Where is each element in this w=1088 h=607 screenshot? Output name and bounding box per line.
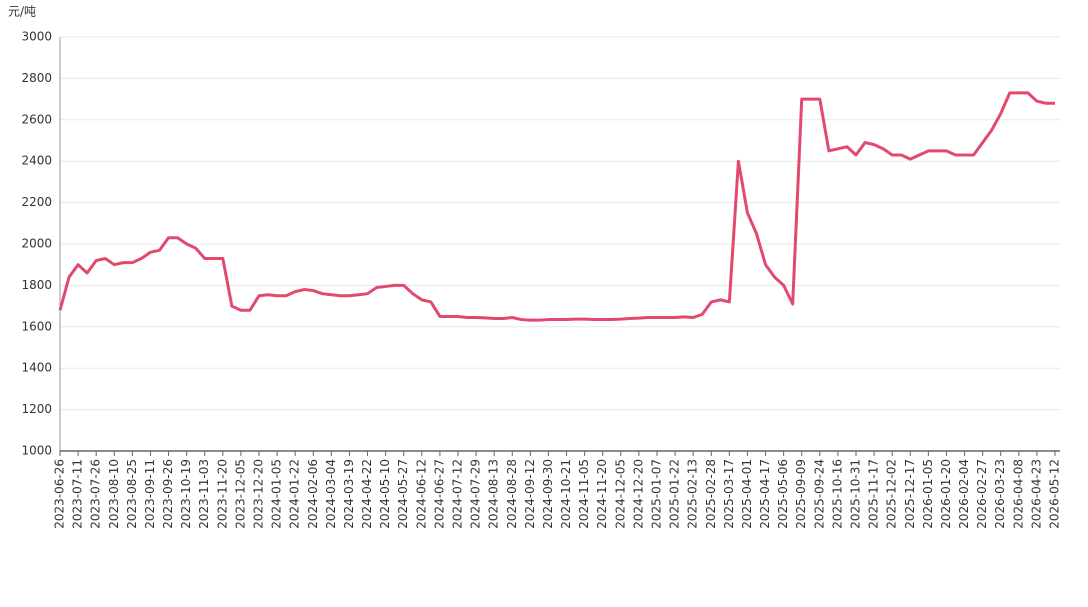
x-tick-label: 2026-01-05 [921,459,935,529]
x-tick-label: 2023-07-11 [71,459,85,529]
x-tick-label: 2024-11-20 [595,459,609,529]
y-tick-label: 1000 [21,444,52,458]
x-tick-label: 2025-10-16 [830,459,844,529]
x-tick-label: 2025-11-17 [867,459,881,529]
x-tick-label: 2023-06-26 [53,459,67,529]
x-tick-label: 2025-09-24 [812,459,826,529]
y-tick-label: 2200 [21,195,52,209]
y-tick-label: 2400 [21,154,52,168]
x-tick-label: 2024-05-10 [378,459,392,529]
x-tick-label: 2024-12-05 [613,459,627,529]
x-tick-label: 2024-10-21 [559,459,573,529]
y-tick-label: 3000 [21,30,52,44]
x-tick-label: 2024-05-27 [396,459,410,529]
x-tick-label: 2026-04-08 [1011,459,1025,529]
y-tick-label: 1200 [21,402,52,416]
x-tick-label: 2026-03-23 [993,459,1007,529]
data-line [58,91,1055,322]
x-tick-label: 2024-04-22 [360,459,374,529]
x-tick-label: 2023-12-20 [252,459,266,529]
x-tick-label: 2026-02-04 [957,459,971,529]
y-tick-label: 1800 [21,278,52,292]
x-tick-label: 2024-09-12 [523,459,537,529]
x-tick-label: 2026-02-27 [975,459,989,529]
x-tick-label: 2023-11-03 [197,459,211,529]
y-tick-label: 2600 [21,112,52,126]
x-tick-label: 2024-09-30 [541,459,555,529]
x-tick-label: 2024-03-19 [342,459,356,529]
x-tick-label: 2025-02-13 [686,459,700,529]
y-tick-label: 2800 [21,71,52,85]
x-tick-label: 2024-01-22 [288,459,302,529]
x-tick-label: 2024-06-12 [414,459,428,529]
y-tick-label: 1400 [21,361,52,375]
x-tick-label: 2024-07-29 [469,459,483,529]
x-tick-label: 2026-05-12 [1048,459,1062,529]
x-tick-label: 2024-01-05 [270,459,284,529]
x-tick-label: 2025-04-17 [758,459,772,529]
x-tick-label: 2025-01-07 [650,459,664,529]
x-tick-label: 2024-11-05 [577,459,591,529]
x-tick-label: 2025-12-17 [903,459,917,529]
x-tick-label: 2025-10-31 [849,459,863,529]
x-tick-label: 2025-02-28 [704,459,718,529]
x-tick-label: 2025-01-22 [668,459,682,529]
y-tick-label: 1600 [21,319,52,333]
x-tick-label: 2025-04-01 [740,459,754,529]
x-tick-label: 2025-12-02 [885,459,899,529]
x-tick-label: 2026-04-23 [1029,459,1043,529]
x-tick-label: 2025-03-17 [722,459,736,529]
x-tick-label: 2023-09-26 [161,459,175,529]
x-tick-label: 2024-07-12 [451,459,465,529]
y-axis-label: 元/吨 [8,5,36,19]
x-tick-label: 2024-12-20 [631,459,645,529]
x-tick-label: 2023-07-26 [89,459,103,529]
x-tick-label: 2024-08-13 [487,459,501,529]
x-tick-label: 2023-09-11 [143,459,157,529]
y-tick-label: 2000 [21,237,52,251]
x-tick-label: 2024-03-04 [324,459,338,529]
x-tick-label: 2023-08-25 [125,459,139,529]
x-tick-label: 2024-06-27 [432,459,446,529]
x-tick-label: 2025-09-09 [794,459,808,529]
x-tick-label: 2023-12-05 [233,459,247,529]
x-tick-label: 2025-05-06 [776,459,790,529]
x-tick-label: 2026-01-20 [939,459,953,529]
x-tick-label: 2024-02-06 [306,459,320,529]
x-tick-label: 2023-11-20 [215,459,229,529]
x-tick-label: 2024-08-28 [505,459,519,529]
x-tick-label: 2023-10-19 [179,459,193,529]
x-tick-label: 2023-08-10 [107,459,121,529]
